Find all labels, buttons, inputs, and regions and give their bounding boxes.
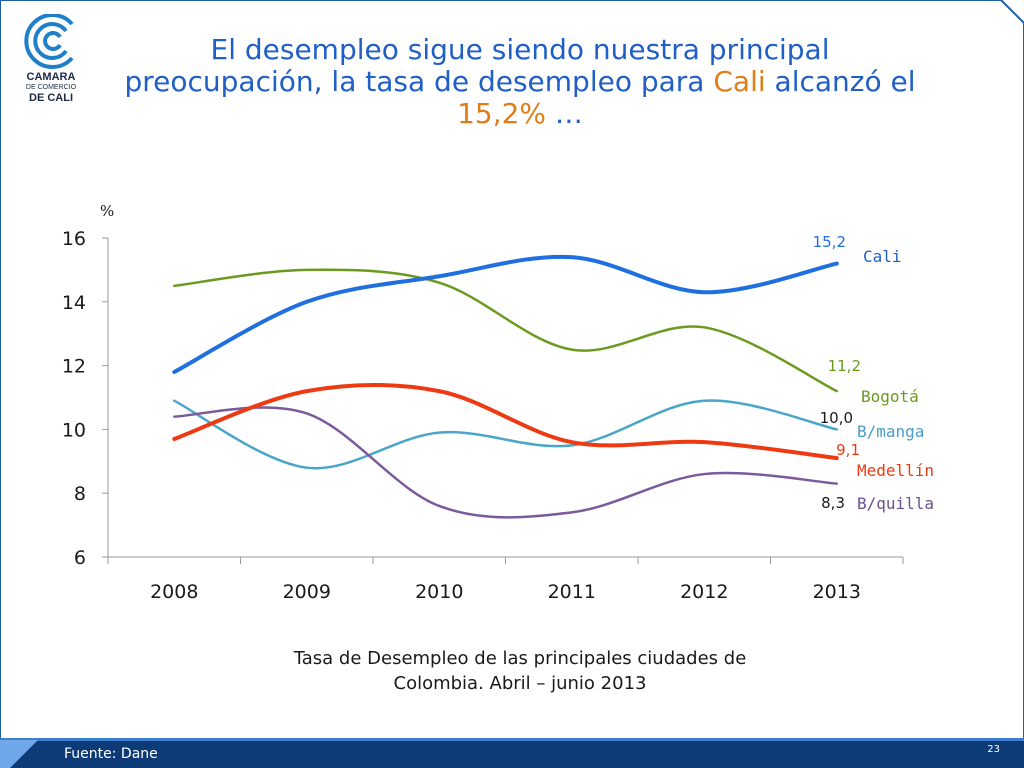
end-value-label-4: 8,3 xyxy=(821,494,845,512)
y-tick-label: 8 xyxy=(74,483,86,505)
series-line-4 xyxy=(173,406,838,519)
footer-bar xyxy=(0,740,1024,768)
end-value-label-3: 9,1 xyxy=(836,441,860,459)
x-tick-label: 2010 xyxy=(415,581,463,603)
x-tick-label: 2012 xyxy=(680,581,728,603)
y-tick-label: 10 xyxy=(62,419,86,441)
series-line-2 xyxy=(173,399,838,470)
title-text-3: … xyxy=(546,97,583,130)
end-value-label-2: 10,0 xyxy=(820,409,853,427)
logo-line-3: DE CALI xyxy=(29,92,73,104)
y-tick-label: 6 xyxy=(74,547,86,569)
series-name-label-3: Medellín xyxy=(857,461,934,480)
series-line-1 xyxy=(173,268,838,393)
footer-source: Fuente: Dane xyxy=(64,746,158,762)
caption-line-2: Colombia. Abril – junio 2013 xyxy=(393,673,647,694)
chart-axes: 6 8 10 12 14 16 2008 2009 2010 2011 2012 2013 xyxy=(62,228,904,603)
logo-line-2: DE COMERCIO xyxy=(25,84,77,91)
series-name-label-1: Bogotá xyxy=(861,387,919,406)
title-city: Cali xyxy=(713,65,766,98)
x-tick-label: 2011 xyxy=(548,581,596,603)
end-value-label-0: 15,2 xyxy=(813,233,846,251)
x-tick-label: 2008 xyxy=(150,581,198,603)
series-line-3 xyxy=(172,382,839,461)
y-tick-label: 12 xyxy=(62,356,86,378)
logo-line-1: CAMARA xyxy=(26,71,76,83)
logo-rings-icon xyxy=(24,13,74,69)
unemployment-line-chart: % 6 8 10 12 14 16 2008 2009 2010 2011 2012 2013 15,… xyxy=(62,202,934,603)
series-name-label-2: B/manga xyxy=(857,422,924,441)
chart-caption: Tasa de Desempleo de las principales ciu… xyxy=(220,646,820,696)
camara-comercio-logo: CAMARA DE COMERCIO DE CALI xyxy=(14,13,88,106)
slide-title: El desempleo sigue siendo nuestra princi… xyxy=(110,34,930,130)
chart-series xyxy=(172,254,839,519)
footer-accent xyxy=(0,740,38,768)
series-name-label-0: Cali xyxy=(863,247,902,266)
end-value-label-1: 11,2 xyxy=(828,357,861,375)
title-value: 15,2% xyxy=(457,97,547,130)
title-text-2: alcanzó el xyxy=(765,65,916,98)
y-axis-unit-label: % xyxy=(100,202,114,220)
page-number: 23 xyxy=(987,744,1000,755)
y-tick-label: 14 xyxy=(62,292,86,314)
series-name-label-4: B/quilla xyxy=(857,494,934,513)
title-text-1: El desempleo sigue siendo nuestra princi… xyxy=(124,33,830,98)
series-line-0 xyxy=(172,254,839,374)
y-tick-label: 16 xyxy=(62,228,86,250)
x-tick-label: 2009 xyxy=(283,581,331,603)
caption-line-1: Tasa de Desempleo de las principales ciu… xyxy=(293,648,747,669)
x-tick-label: 2013 xyxy=(813,581,861,603)
